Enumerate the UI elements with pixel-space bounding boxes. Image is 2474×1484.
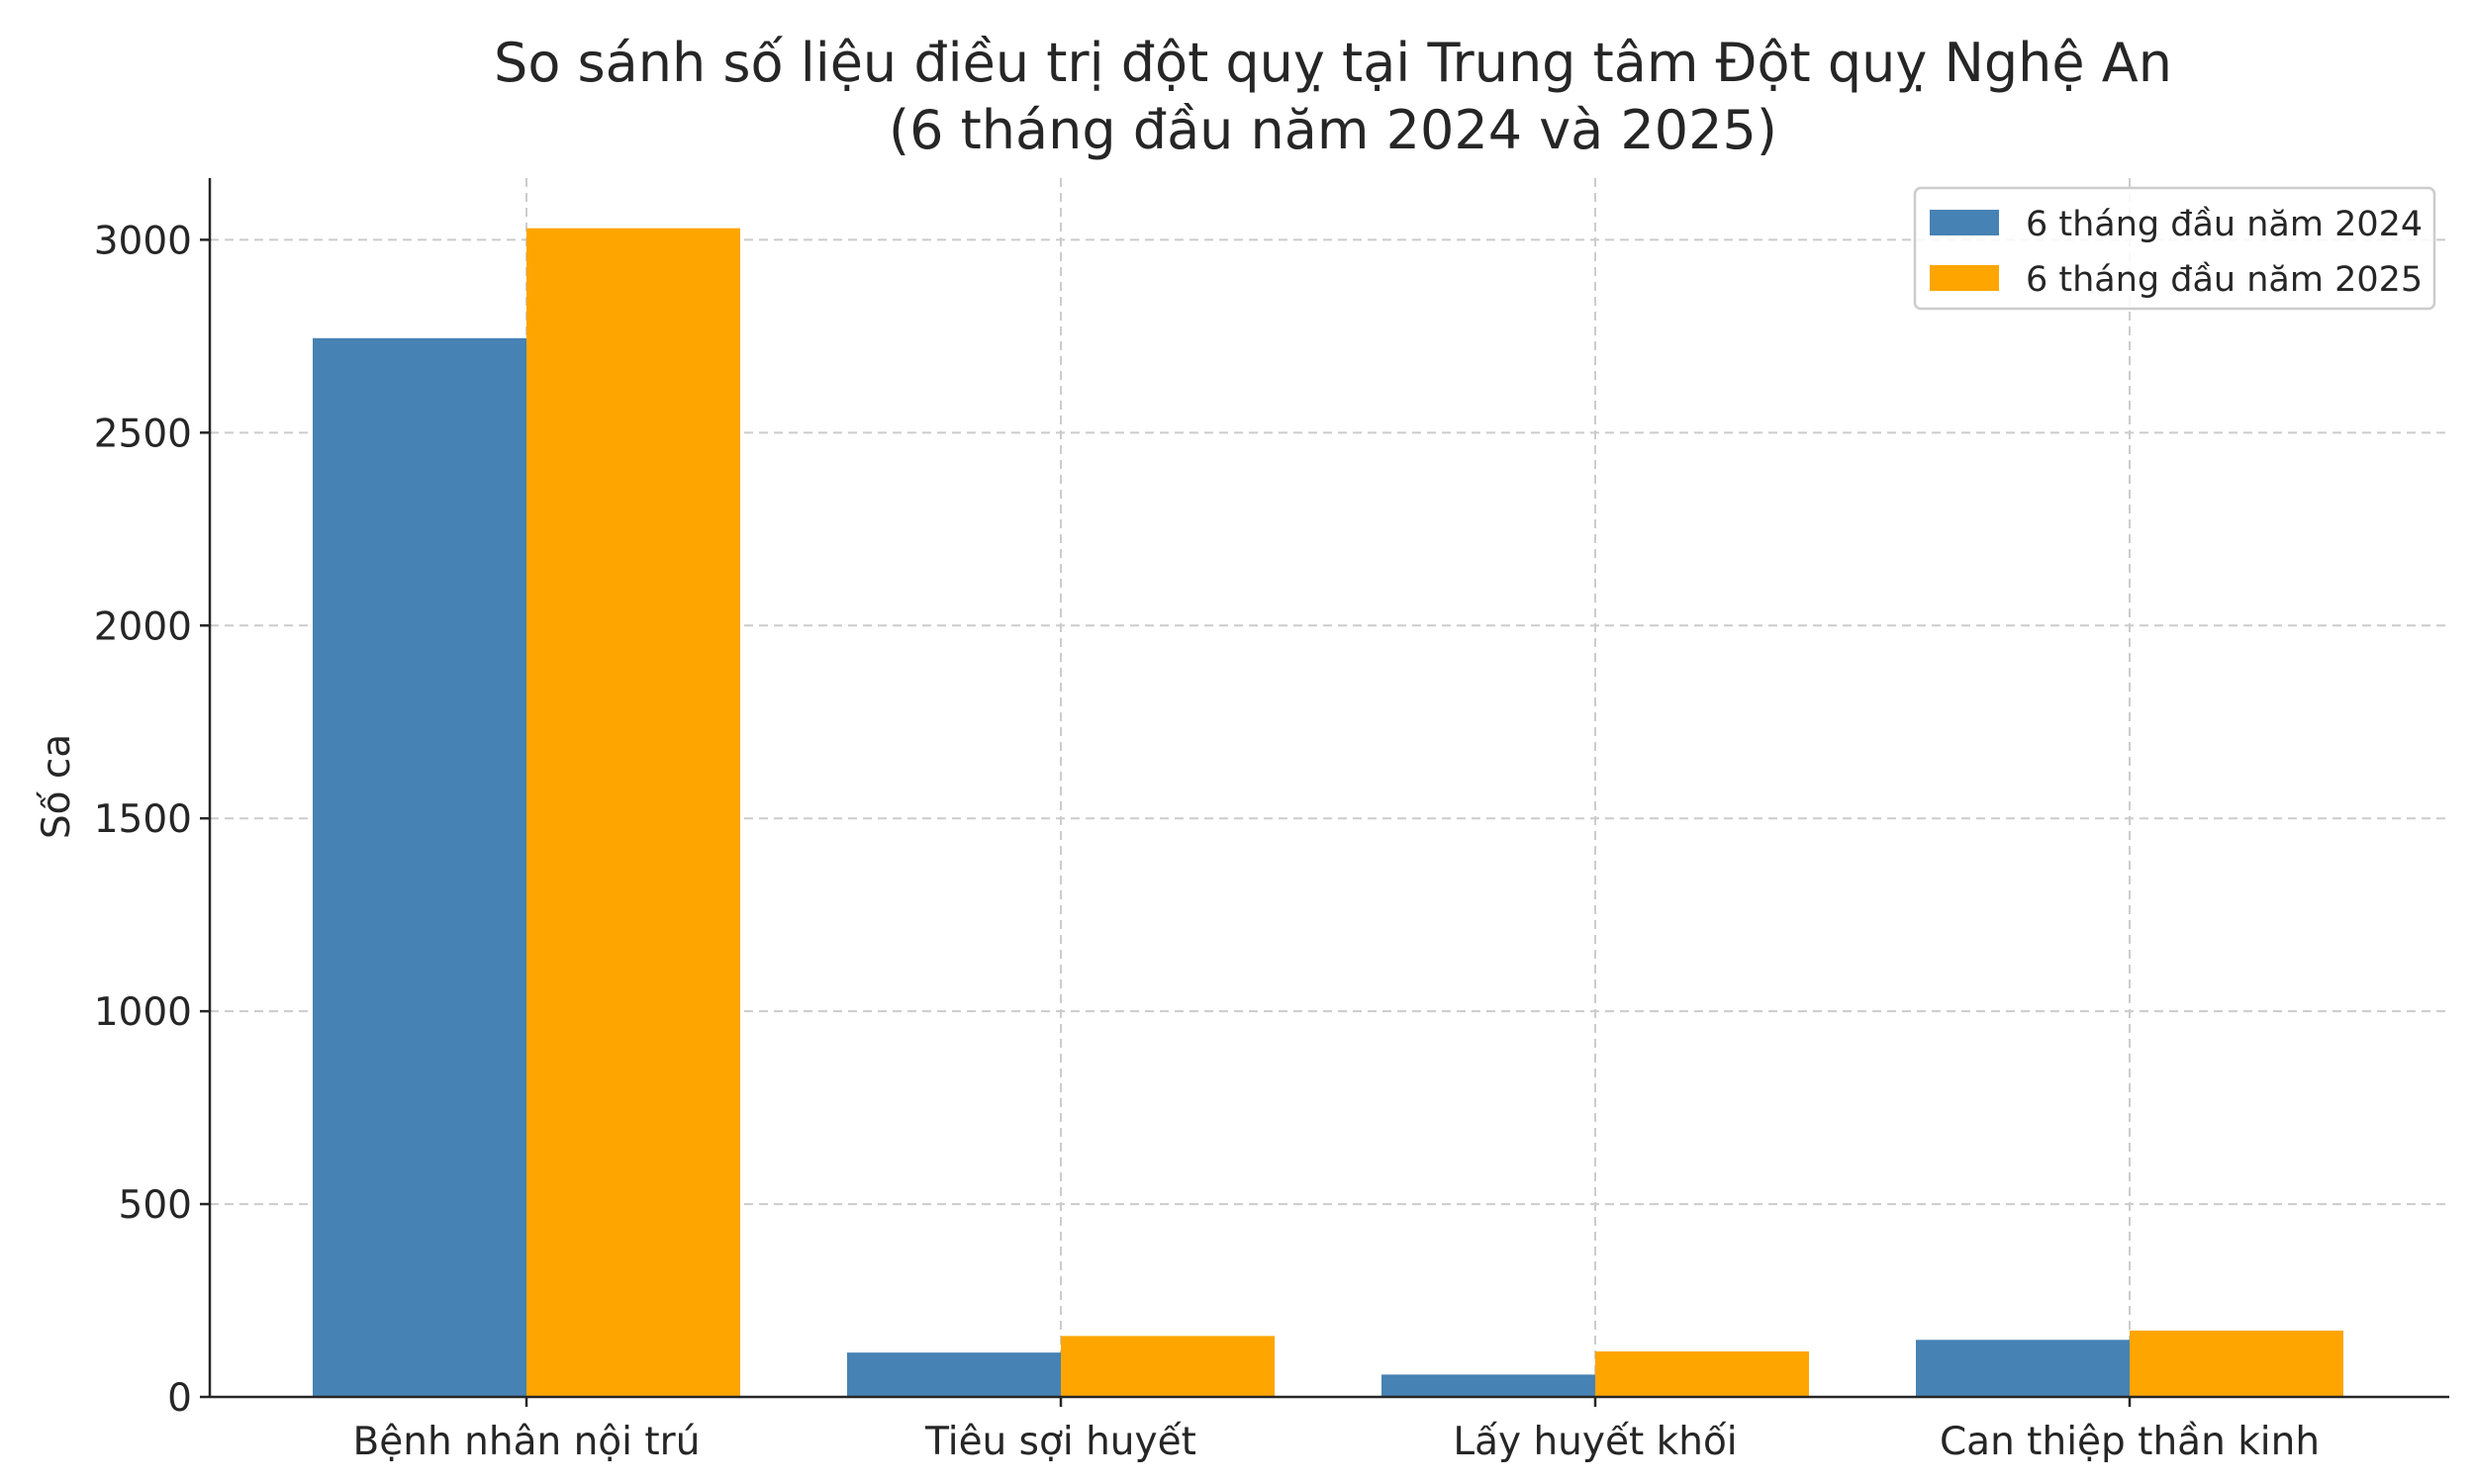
y-tick-labels: 0 500 1000 1500 2000 2500 3000 <box>94 219 192 1421</box>
bar-series-1-category-1 <box>1061 1336 1275 1397</box>
bar-series-1-category-2 <box>1595 1350 1809 1397</box>
y-tick-label-1: 500 <box>119 1183 192 1228</box>
legend-label-0: 6 tháng đầu năm 2024 <box>2026 205 2423 244</box>
x-tick-label-1: Tiêu sợi huyết <box>924 1420 1196 1464</box>
chart-subtitle: (6 tháng đầu năm 2024 và 2025) <box>889 99 1777 161</box>
axes <box>200 178 2449 1407</box>
y-tick-label-3: 1500 <box>94 797 192 842</box>
x-tick-label-3: Can thiệp thần kinh <box>1940 1420 2320 1464</box>
bar-series-1-category-0 <box>526 228 740 1397</box>
chart-title: So sánh số liệu điều trị đột quỵ tại Tru… <box>494 32 2172 94</box>
legend-box <box>1913 186 2436 311</box>
legend: 6 tháng đầu năm 2024 6 tháng đầu năm 2025 <box>1913 186 2436 311</box>
legend-label-1: 6 tháng đầu năm 2025 <box>2026 260 2423 300</box>
bar-series-0-category-2 <box>1381 1374 1595 1397</box>
y-tick-label-5: 2500 <box>94 412 192 456</box>
bar-series-0-category-0 <box>313 337 526 1397</box>
legend-swatch-0 <box>1930 210 1999 235</box>
y-tick-label-6: 3000 <box>94 219 192 263</box>
legend-swatch-1 <box>1930 265 1999 291</box>
y-tick-label-4: 2000 <box>94 604 192 649</box>
y-tick-label-0: 0 <box>167 1376 192 1421</box>
x-tick-labels: Bệnh nhân nội trú Tiêu sợi huyết Lấy huyết… <box>353 1420 2321 1464</box>
bar-series-0-category-1 <box>847 1352 1061 1397</box>
x-tick-label-0: Bệnh nhân nội trú <box>353 1420 701 1464</box>
x-tick-label-2: Lấy huyết khối <box>1453 1420 1737 1464</box>
y-axis-label: Số ca <box>35 734 79 839</box>
y-tick-label-2: 1000 <box>94 990 192 1035</box>
bar-series-1-category-3 <box>2130 1330 2343 1397</box>
bars <box>313 228 2343 1397</box>
bar-series-0-category-3 <box>1916 1340 2130 1397</box>
